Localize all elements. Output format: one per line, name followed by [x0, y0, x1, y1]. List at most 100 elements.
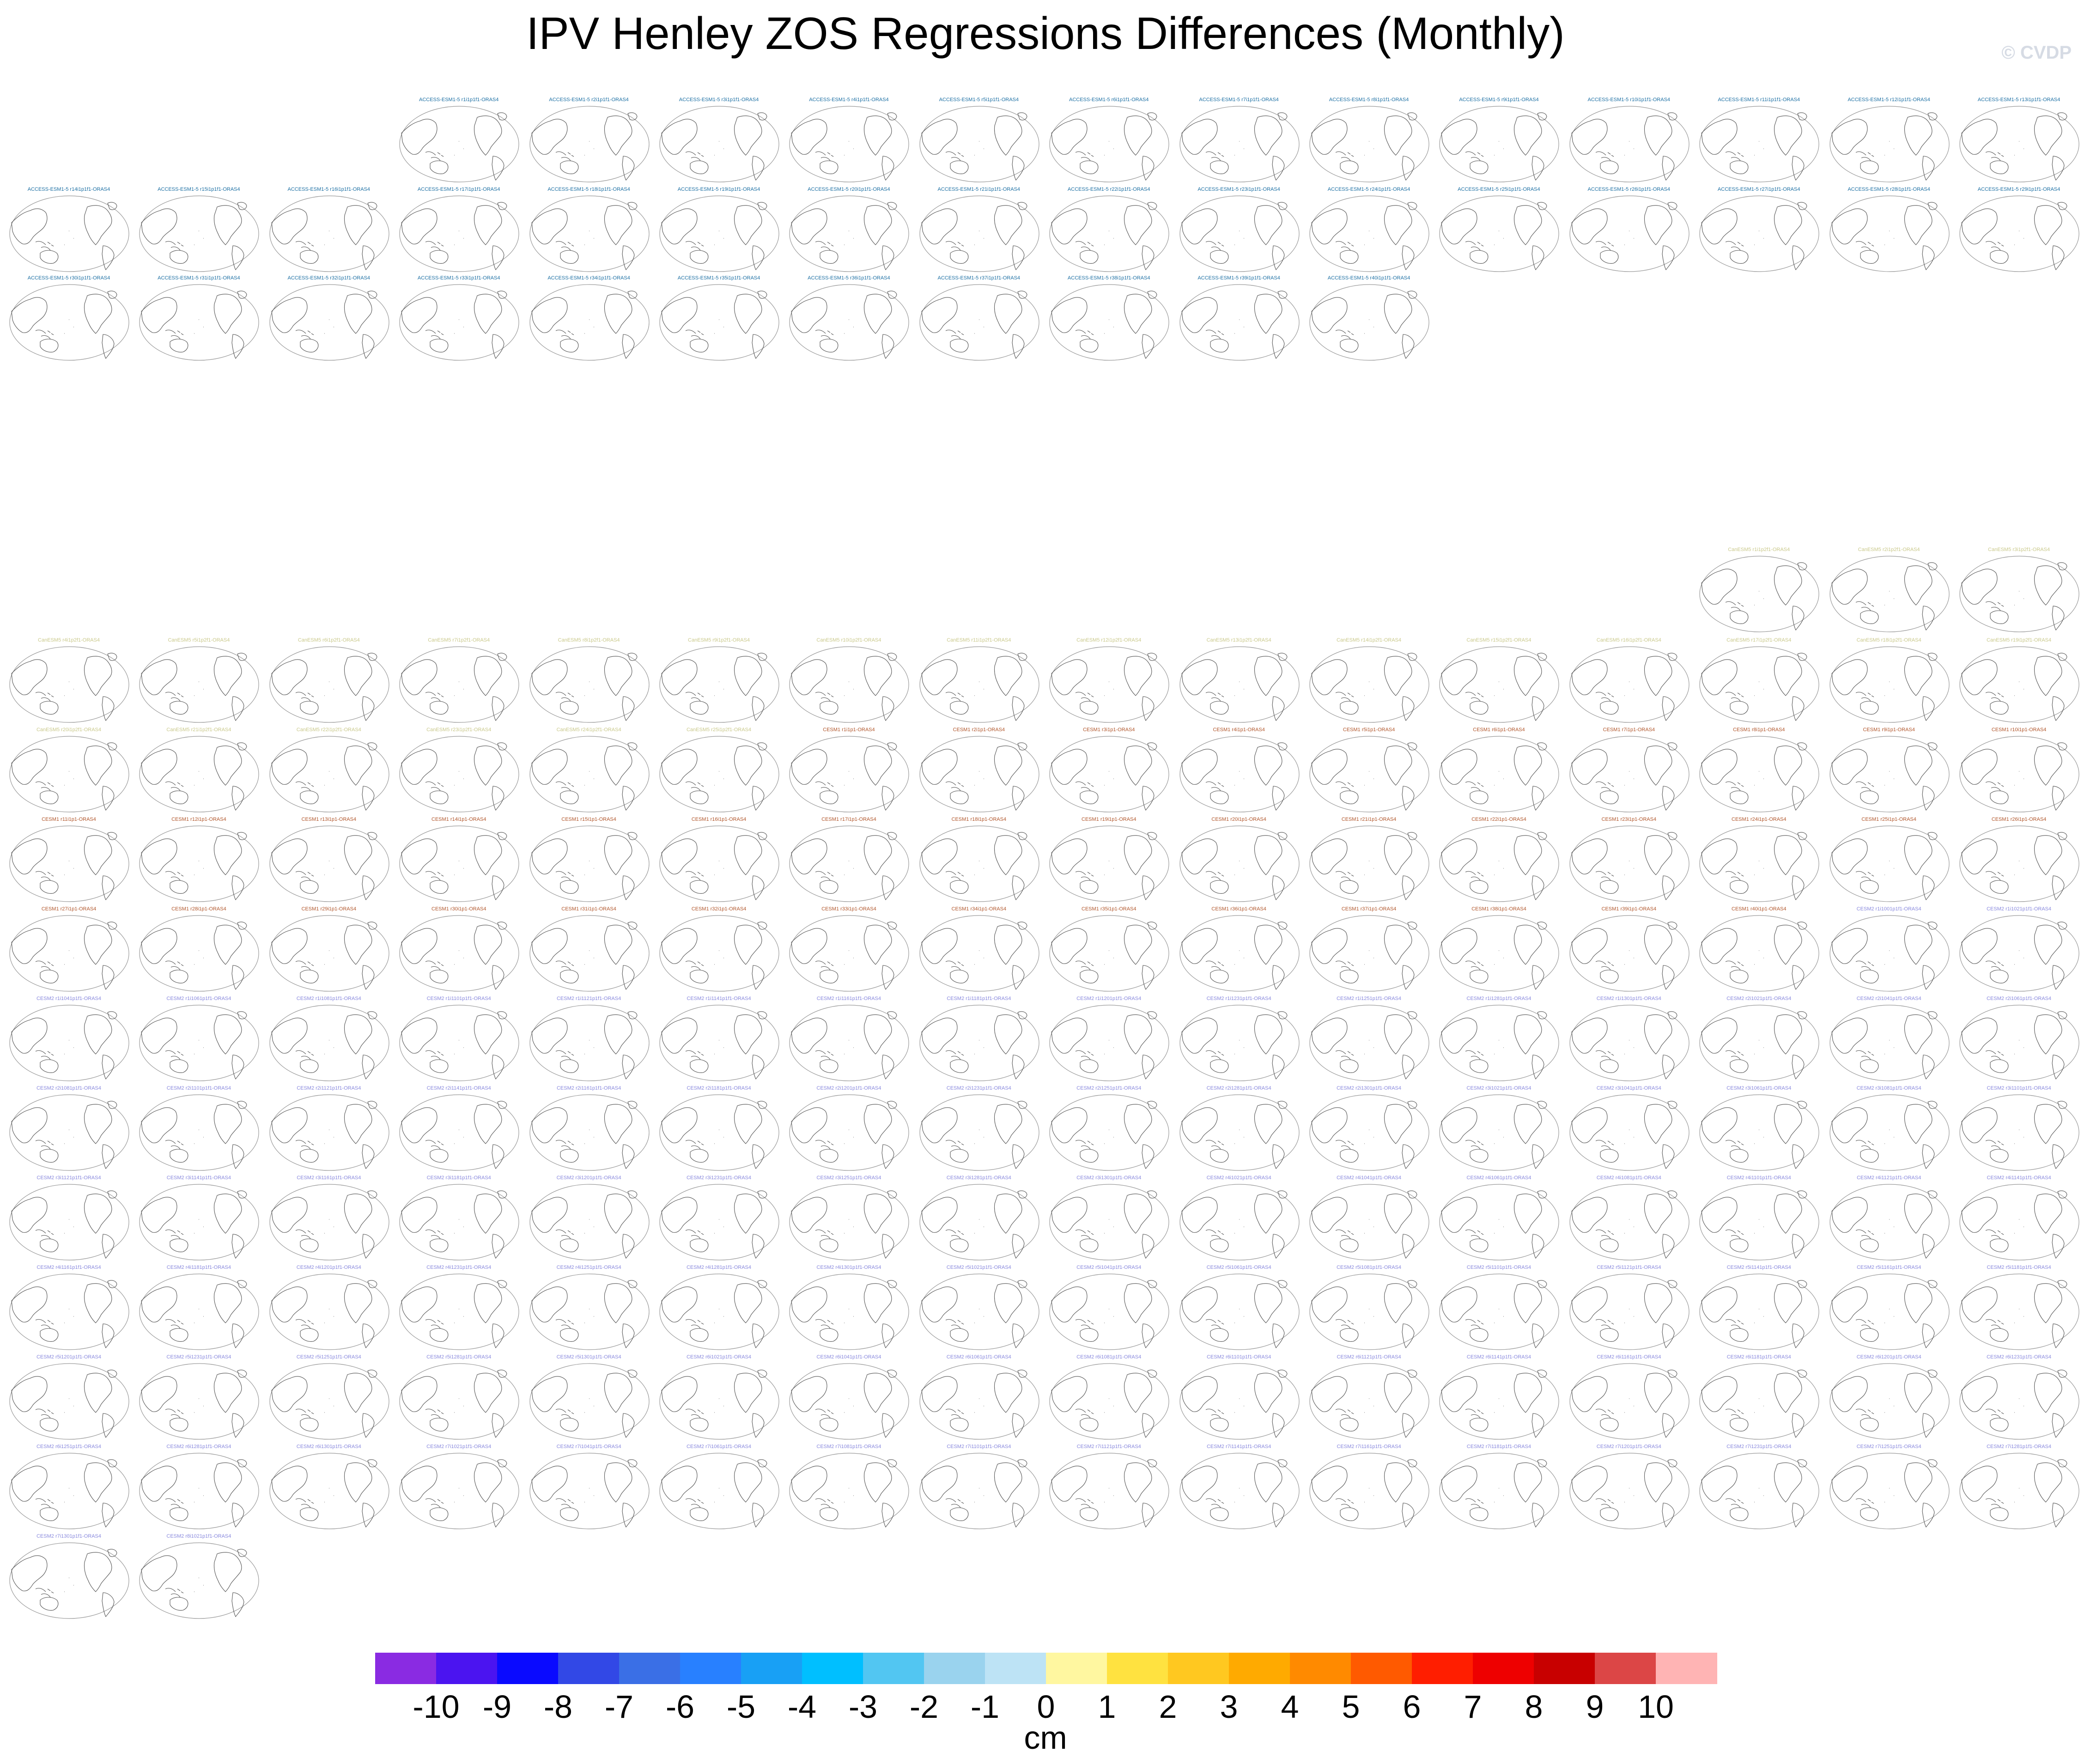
panel-title: ACCESS-ESM1-5 r25i1p1f1-ORAS4 — [1458, 187, 1540, 192]
panel-title: CESM2 r6i1231p1f1-ORAS4 — [1986, 1354, 2051, 1360]
coastline — [194, 1129, 204, 1144]
coastline — [555, 241, 574, 251]
coastline — [757, 202, 767, 210]
map-panel: ACCESS-ESM1-5 r22i1p1f1-ORAS4 — [1046, 186, 1171, 273]
coastline — [497, 653, 507, 661]
coastline — [430, 1149, 449, 1163]
coastline — [1927, 742, 1938, 751]
map-outline — [1439, 1094, 1559, 1171]
robinson-map — [1049, 1273, 1169, 1350]
coastline — [1335, 1319, 1354, 1329]
panel-title: CESM1 r29i1p1-ORAS4 — [301, 906, 357, 912]
coastline — [1730, 880, 1749, 894]
map-panel: CESM1 r40i1p1-ORAS4 — [1696, 905, 1821, 993]
coastline — [714, 950, 724, 965]
panel-title: CESM2 r7i1231p1f1-ORAS4 — [1726, 1444, 1792, 1449]
coastline — [950, 1328, 969, 1342]
coastline — [367, 742, 377, 751]
coastline — [604, 1283, 632, 1323]
coastline — [1884, 1040, 1894, 1055]
coastline — [627, 1190, 638, 1199]
coastline — [1774, 1104, 1802, 1144]
coastline — [324, 1398, 334, 1413]
robinson-map — [1959, 1184, 2079, 1261]
coastline — [714, 1129, 724, 1144]
coastline — [1927, 1459, 1938, 1467]
map-panel: CESM1 r26i1p1-ORAS4 — [1957, 816, 2081, 903]
coastline — [1441, 659, 1477, 695]
map-panel: CESM2 r2i1251p1f1-ORAS4 — [1046, 1085, 1171, 1172]
coastline — [170, 880, 188, 894]
map-outline — [399, 915, 519, 992]
panel-title: CanESM5 r20i1p2f1-ORAS4 — [36, 727, 101, 733]
map-outline — [1959, 825, 2079, 902]
coastline — [231, 1592, 244, 1618]
coastline — [864, 1014, 892, 1055]
coastline — [1124, 1283, 1152, 1323]
map-outline — [789, 284, 909, 361]
coastline — [165, 871, 184, 881]
coastline — [1990, 160, 2009, 174]
coastline — [194, 1309, 204, 1323]
map-outline — [659, 1094, 779, 1171]
coastline — [231, 1055, 244, 1080]
coastline — [1407, 202, 1417, 210]
coastline — [887, 653, 897, 661]
coastline — [367, 1011, 377, 1019]
coastline — [1017, 291, 1027, 299]
map-panel: CESM2 r5i1251p1f1-ORAS4 — [267, 1353, 391, 1441]
coastline — [1922, 606, 1935, 631]
coastline — [1537, 202, 1547, 210]
map-panel: CESM1 r30i1p1-ORAS4 — [396, 905, 521, 993]
coastline — [864, 205, 892, 245]
colorbar-tick-label: -3 — [848, 1689, 878, 1725]
coastline — [1537, 1011, 1547, 1019]
robinson-map — [1309, 1363, 1429, 1440]
coastline — [690, 1418, 709, 1431]
coastline — [881, 786, 894, 811]
coastline — [1335, 1408, 1354, 1418]
panel-title: CESM1 r40i1p1-ORAS4 — [1731, 906, 1787, 912]
coastline — [974, 950, 984, 965]
coastline — [1961, 208, 1998, 244]
panel-title: CESM2 r7i1281p1f1-ORAS4 — [1986, 1444, 2051, 1449]
coastline — [560, 790, 578, 804]
coastline — [84, 656, 112, 696]
map-panel: CESM1 r18i1p1-ORAS4 — [917, 816, 1041, 903]
panel-title: CESM2 r1i1201p1f1-ORAS4 — [1076, 996, 1142, 1001]
coastline — [344, 294, 372, 334]
coastline — [1701, 838, 1738, 874]
coastline — [1272, 1234, 1285, 1259]
coastline — [1754, 141, 1764, 156]
coastline — [1884, 771, 1894, 786]
coastline — [1272, 156, 1285, 181]
map-panel: CanESM5 r25i1p2f1-ORAS4 — [656, 726, 781, 814]
map-panel: CESM1 r31i1p1-ORAS4 — [527, 905, 651, 993]
coastline — [1470, 1507, 1489, 1521]
coastline — [1797, 1101, 1807, 1109]
map-panel: CESM2 r4i1081p1f1-ORAS4 — [1567, 1174, 1691, 1262]
coastline — [1441, 749, 1477, 785]
coastline — [1407, 291, 1417, 299]
robinson-map — [1049, 646, 1169, 723]
panel-title: ACCESS-ESM1-5 r16i1p1f1-ORAS4 — [287, 187, 371, 192]
colorbar-tick-label: -5 — [726, 1689, 756, 1725]
robinson-map — [1829, 1184, 1950, 1261]
map-panel: CESM2 r7i1201p1f1-ORAS4 — [1567, 1443, 1691, 1531]
panel-title: CanESM5 r19i1p2f1-ORAS4 — [1986, 637, 2051, 643]
map-panel: CESM1 r4i1p1-ORAS4 — [1177, 726, 1301, 814]
coastline — [1985, 1408, 2004, 1418]
robinson-map — [659, 736, 779, 812]
coastline — [921, 1107, 958, 1143]
coastline — [271, 1286, 308, 1322]
coastline — [430, 160, 449, 174]
coastline — [401, 1197, 438, 1233]
coastline — [1667, 202, 1678, 210]
panel-title: CESM2 r4i1301p1f1-ORAS4 — [816, 1265, 881, 1270]
coastline — [734, 294, 762, 334]
robinson-map — [659, 284, 779, 361]
coastline — [1644, 925, 1672, 965]
map-panel: CESM2 r6i1161p1f1-ORAS4 — [1567, 1353, 1691, 1441]
panel-title: CESM2 r6i1061p1f1-ORAS4 — [946, 1354, 1011, 1360]
coastline — [35, 1140, 54, 1150]
